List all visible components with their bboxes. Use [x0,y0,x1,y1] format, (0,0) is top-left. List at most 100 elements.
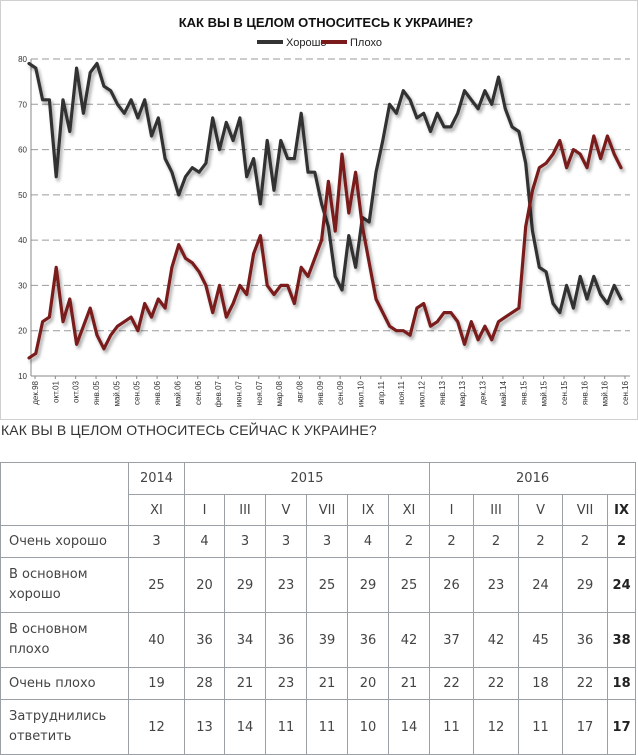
x-tick-label: сен.05 [133,380,142,405]
table-cell: 17 [607,699,637,755]
y-tick-label: 20 [18,327,27,336]
x-tick-label: сен.06 [194,380,203,405]
month-header: IX [347,494,389,526]
row-label: В основном хорошо [0,557,129,613]
table-cell: 10 [347,699,389,755]
year-2014: 2014 [128,462,185,495]
table-cell: 11 [265,699,307,755]
table-cell: 21 [387,667,431,700]
month-header: I [184,494,225,526]
survey-table: 2014 2015 2016 XI I III V VII IX XI I III V VII IX … [0,462,637,755]
table-cell: 14 [387,699,431,755]
table-cell: 2 [473,525,520,558]
legend-label-good: Хорошо [286,37,327,49]
month-header: I [429,494,475,526]
x-tick-label: янв.16 [580,380,589,405]
table-cell: 26 [429,557,475,613]
table-cell: 25 [306,557,348,613]
table-cell: 3 [306,525,348,558]
table-cell: 24 [518,557,564,613]
table-cell: 18 [607,667,637,700]
year-2015: 2015 [183,462,431,495]
table-cell: 23 [265,667,307,700]
table-cell: 36 [265,612,307,668]
table-cell: 3 [224,525,266,558]
x-tick-label: сен.16 [621,380,630,405]
row-label: Очень плохо [0,667,129,700]
series [27,61,623,360]
table-cell: 20 [347,667,389,700]
x-tick-label: сен.15 [560,380,569,405]
y-tick-label: 60 [18,146,27,155]
month-header: V [265,494,307,526]
table-cell: 13 [184,699,225,755]
table-cell: 12 [473,699,520,755]
table-cell: 20 [184,557,225,613]
y-tick-label: 80 [18,55,27,64]
table-cell: 18 [518,667,564,700]
chart-legend: Хорошо Плохо [257,37,382,49]
table-cell: 4 [347,525,389,558]
table-cell: 25 [387,557,431,613]
y-tick-label: 30 [18,281,27,290]
row-label: В основном плохо [0,612,129,668]
month-header: VII [306,494,348,526]
table-cell: 4 [184,525,225,558]
table-cell: 11 [518,699,564,755]
x-tick-label: окт.01 [51,380,60,402]
table-cell: 22 [473,667,520,700]
month-header: IX [607,494,637,526]
table-cell: 11 [429,699,475,755]
x-tick-label: июн.07 [234,380,243,407]
x-tick-label: ноя.11 [397,380,406,404]
table-cell: 42 [473,612,520,668]
table-cell: 3 [128,525,185,558]
y-tick-label: 10 [18,372,27,381]
table-cell: 29 [562,557,609,613]
table-cell: 21 [306,667,348,700]
row-label: Затруднились ответить [0,699,129,755]
axes: 10 20 30 40 50 60 70 80 дек.98 окт.01 окт.03 янв.05… [18,55,630,407]
x-tick-label: май.05 [112,380,121,406]
table-cell: 19 [128,667,185,700]
x-tick-label: июл.12 [418,380,427,407]
x-tick-label: мар.08 [275,380,284,406]
x-tick-label: янв.15 [519,380,528,405]
table-cell: 12 [128,699,185,755]
month-header: V [518,494,564,526]
table-cell: 42 [387,612,431,668]
x-tick-label: дек.13 [479,380,488,404]
table-cell: 36 [347,612,389,668]
table-cell: 23 [265,557,307,613]
table-cell: 22 [429,667,475,700]
x-tick-label: янв.13 [438,380,447,405]
table-cell: 2 [562,525,609,558]
table-cell: 23 [473,557,520,613]
table-cell: 2 [387,525,431,558]
x-tick-label: июл.10 [357,380,366,407]
table-cell: 37 [429,612,475,668]
series-line-bad [27,134,623,360]
table-cell: 29 [347,557,389,613]
table-cell: 39 [306,612,348,668]
x-tick-label: мар.13 [458,380,467,406]
x-tick-label: ноя.07 [255,380,264,405]
corner-cell [0,462,129,526]
x-tick-label: май.06 [173,380,182,406]
table-cell: 14 [224,699,266,755]
month-header: III [224,494,266,526]
table-cell: 2 [429,525,475,558]
table-cell: 24 [607,557,637,613]
month-header: XI [128,494,185,526]
x-tick-label: авг.08 [295,380,304,402]
month-header: VII [562,494,609,526]
x-tick-label: апр.11 [377,380,386,404]
table-cell: 45 [518,612,564,668]
chart-title: КАК ВЫ В ЦЕЛОМ ОТНОСИТЕСЬ К УКРАИНЕ? [179,15,474,30]
month-header: XI [387,494,431,526]
table-cell: 36 [562,612,609,668]
chart-svg: КАК ВЫ В ЦЕЛОМ ОТНОСИТЕСЬ К УКРАИНЕ? Хор… [0,0,638,420]
table-heading: КАК ВЫ В ЦЕЛОМ ОТНОСИТЕСЬ СЕЙЧАС К УКРАИ… [1,422,377,438]
y-tick-label: 40 [18,236,27,245]
table-cell: 38 [607,612,637,668]
